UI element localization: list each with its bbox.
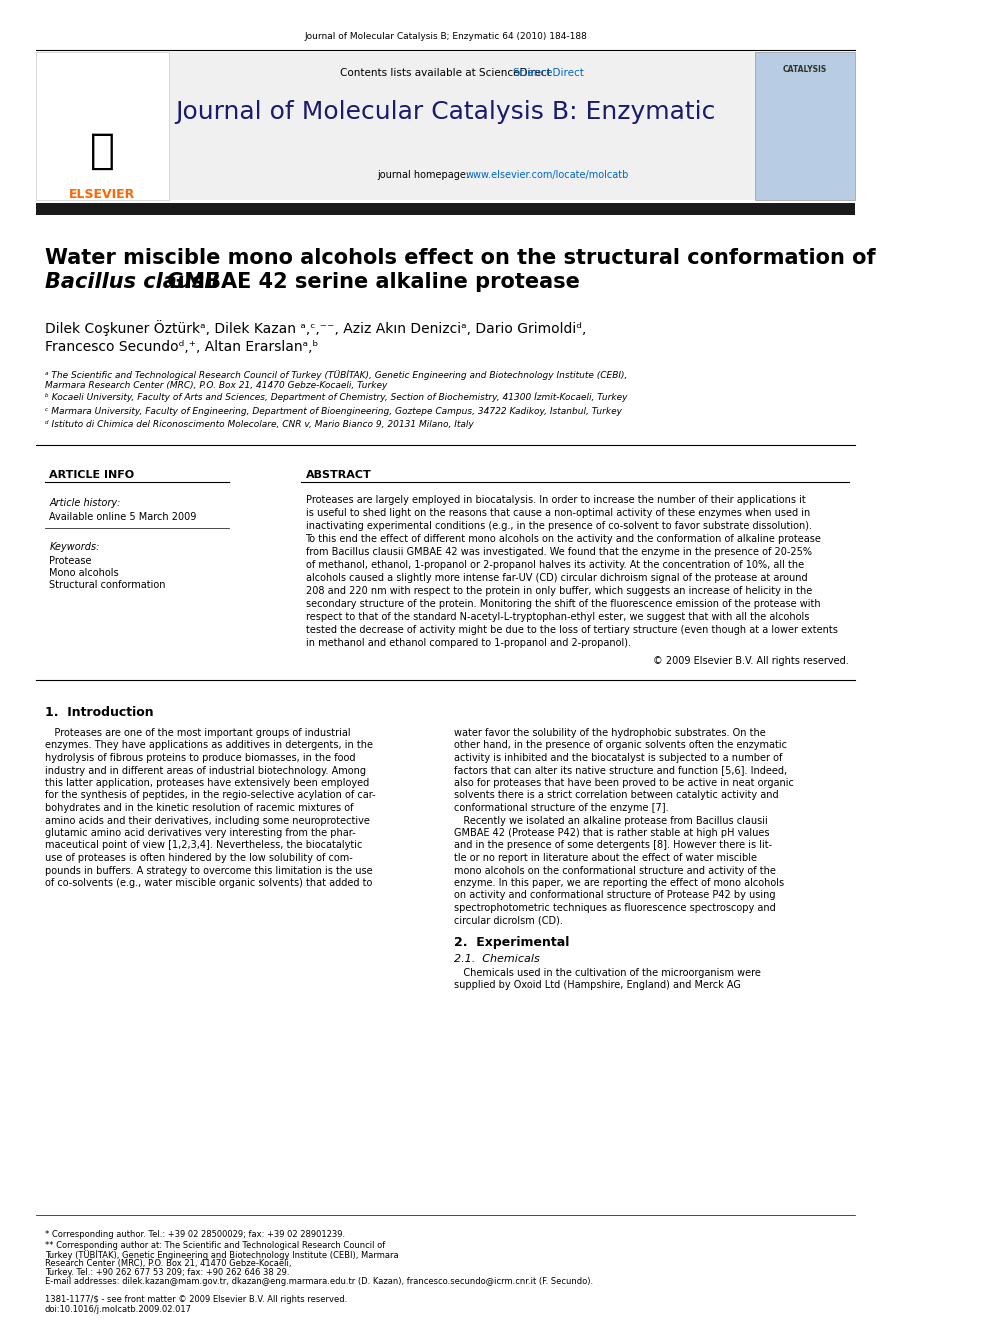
Text: Turkey (TÜBİTAK), Genetic Engineering and Biotechnology Institute (CEBI), Marmar: Turkey (TÜBİTAK), Genetic Engineering an… xyxy=(45,1250,399,1259)
Text: 1.  Introduction: 1. Introduction xyxy=(45,706,154,718)
Text: Turkey. Tel.: +90 262 677 53 209; fax: +90 262 646 38 29.: Turkey. Tel.: +90 262 677 53 209; fax: +… xyxy=(45,1267,290,1277)
Text: GMBAE 42 serine alkaline protease: GMBAE 42 serine alkaline protease xyxy=(160,273,580,292)
Text: amino acids and their derivatives, including some neuroprotective: amino acids and their derivatives, inclu… xyxy=(45,815,370,826)
Text: solvents there is a strict correlation between catalytic activity and: solvents there is a strict correlation b… xyxy=(453,791,779,800)
Text: enzymes. They have applications as additives in detergents, in the: enzymes. They have applications as addit… xyxy=(45,741,373,750)
Text: in methanol and ethanol compared to 1-propanol and 2-propanol).: in methanol and ethanol compared to 1-pr… xyxy=(306,638,631,648)
Text: this latter application, proteases have extensively been employed: this latter application, proteases have … xyxy=(45,778,369,789)
Text: ᵇ Kocaeli University, Faculty of Arts and Sciences, Department of Chemistry, Sec: ᵇ Kocaeli University, Faculty of Arts an… xyxy=(45,392,627,402)
Text: 208 and 220 nm with respect to the protein in only buffer, which suggests an inc: 208 and 220 nm with respect to the prote… xyxy=(306,586,811,595)
Text: conformational structure of the enzyme [7].: conformational structure of the enzyme [… xyxy=(453,803,669,814)
Text: glutamic amino acid derivatives very interesting from the phar-: glutamic amino acid derivatives very int… xyxy=(45,828,355,837)
Text: journal homepage:: journal homepage: xyxy=(377,169,472,180)
FancyBboxPatch shape xyxy=(36,52,808,200)
Text: spectrophotometric techniques as fluorescence spectroscopy and: spectrophotometric techniques as fluores… xyxy=(453,904,776,913)
Text: Chemicals used in the cultivation of the microorganism were: Chemicals used in the cultivation of the… xyxy=(453,968,761,978)
Text: Contents lists available at ScienceDirect: Contents lists available at ScienceDirec… xyxy=(340,67,552,78)
Text: for the synthesis of peptides, in the regio-selective acylation of car-: for the synthesis of peptides, in the re… xyxy=(45,791,376,800)
Text: Keywords:: Keywords: xyxy=(50,542,100,552)
Text: Mono alcohols: Mono alcohols xyxy=(50,568,119,578)
Text: GMBAE 42 (Protease P42) that is rather stable at high pH values: GMBAE 42 (Protease P42) that is rather s… xyxy=(453,828,770,837)
Text: 2.1.  Chemicals: 2.1. Chemicals xyxy=(453,954,540,964)
Text: hydrolysis of fibrous proteins to produce biomasses, in the food: hydrolysis of fibrous proteins to produc… xyxy=(45,753,355,763)
Text: enzyme. In this paper, we are reporting the effect of mono alcohols: enzyme. In this paper, we are reporting … xyxy=(453,878,784,888)
Text: ᵈ Istituto di Chimica del Riconoscimento Molecolare, CNR v, Mario Bianco 9, 2013: ᵈ Istituto di Chimica del Riconoscimento… xyxy=(45,419,474,429)
Text: Water miscible mono alcohols effect on the structural conformation of: Water miscible mono alcohols effect on t… xyxy=(45,247,876,269)
Text: Francesco Secundoᵈ,⁺, Altan Erarslanᵃ,ᵇ: Francesco Secundoᵈ,⁺, Altan Erarslanᵃ,ᵇ xyxy=(45,340,318,355)
Text: is useful to shed light on the reasons that cause a non-optimal activity of thes: is useful to shed light on the reasons t… xyxy=(306,508,809,519)
Text: from Bacillus clausii GMBAE 42 was investigated. We found that the enzyme in the: from Bacillus clausii GMBAE 42 was inves… xyxy=(306,546,811,557)
Text: tested the decrease of activity might be due to the loss of tertiary structure (: tested the decrease of activity might be… xyxy=(306,624,837,635)
Text: water favor the solubility of the hydrophobic substrates. On the: water favor the solubility of the hydrop… xyxy=(453,728,766,738)
Text: Available online 5 March 2009: Available online 5 March 2009 xyxy=(50,512,196,523)
Text: 🌳: 🌳 xyxy=(90,130,115,172)
Text: pounds in buffers. A strategy to overcome this limitation is the use: pounds in buffers. A strategy to overcom… xyxy=(45,865,373,876)
Text: ABSTRACT: ABSTRACT xyxy=(306,470,371,480)
Text: use of proteases is often hindered by the low solubility of com-: use of proteases is often hindered by th… xyxy=(45,853,353,863)
Text: * Corresponding author. Tel.: +39 02 28500029; fax: +39 02 28901239.: * Corresponding author. Tel.: +39 02 285… xyxy=(45,1230,345,1240)
Text: of methanol, ethanol, 1-propanol or 2-propanol halves its activity. At the conce: of methanol, ethanol, 1-propanol or 2-pr… xyxy=(306,560,804,570)
Text: also for proteases that have been proved to be active in neat organic: also for proteases that have been proved… xyxy=(453,778,794,789)
Text: circular dicroIsm (CD).: circular dicroIsm (CD). xyxy=(453,916,562,926)
Text: doi:10.1016/j.molcatb.2009.02.017: doi:10.1016/j.molcatb.2009.02.017 xyxy=(45,1304,191,1314)
FancyBboxPatch shape xyxy=(36,202,855,216)
Text: Protease: Protease xyxy=(50,556,92,566)
Text: ᵃ The Scientific and Technological Research Council of Turkey (TÜBİTAK), Genetic: ᵃ The Scientific and Technological Resea… xyxy=(45,370,627,390)
Text: Article history:: Article history: xyxy=(50,497,121,508)
Text: ARTICLE INFO: ARTICLE INFO xyxy=(50,470,135,480)
Text: ᶜ Marmara University, Faculty of Engineering, Department of Bioengineering, Gozt: ᶜ Marmara University, Faculty of Enginee… xyxy=(45,407,622,415)
Text: 1381-1177/$ - see front matter © 2009 Elsevier B.V. All rights reserved.: 1381-1177/$ - see front matter © 2009 El… xyxy=(45,1295,347,1304)
Text: Research Center (MRC), P.O. Box 21, 41470 Gebze-Kocaeli,: Research Center (MRC), P.O. Box 21, 4147… xyxy=(45,1259,292,1267)
Text: ScienceDirect: ScienceDirect xyxy=(512,67,584,78)
FancyBboxPatch shape xyxy=(36,52,169,200)
Text: Dilek Coşkuner Öztürkᵃ, Dilek Kazan ᵃ,ᶜ,⁻⁻, Aziz Akın Denizciᵃ, Dario Grimoldiᵈ,: Dilek Coşkuner Öztürkᵃ, Dilek Kazan ᵃ,ᶜ,… xyxy=(45,320,586,336)
Text: www.elsevier.com/locate/molcatb: www.elsevier.com/locate/molcatb xyxy=(465,169,629,180)
Text: factors that can alter its native structure and function [5,6]. Indeed,: factors that can alter its native struct… xyxy=(453,766,787,775)
Text: Structural conformation: Structural conformation xyxy=(50,579,166,590)
Text: maceutical point of view [1,2,3,4]. Nevertheless, the biocatalytic: maceutical point of view [1,2,3,4]. Neve… xyxy=(45,840,362,851)
Text: Journal of Molecular Catalysis B: Enzymatic: Journal of Molecular Catalysis B: Enzyma… xyxy=(176,101,716,124)
Text: on activity and conformational structure of Protease P42 by using: on activity and conformational structure… xyxy=(453,890,776,901)
Text: © 2009 Elsevier B.V. All rights reserved.: © 2009 Elsevier B.V. All rights reserved… xyxy=(654,656,849,665)
Text: Proteases are one of the most important groups of industrial: Proteases are one of the most important … xyxy=(45,728,350,738)
Text: To this end the effect of different mono alcohols on the activity and the confor: To this end the effect of different mono… xyxy=(306,534,821,544)
Text: industry and in different areas of industrial biotechnology. Among: industry and in different areas of indus… xyxy=(45,766,366,775)
Text: respect to that of the standard N-acetyl-L-tryptophan-ethyl ester, we suggest th: respect to that of the standard N-acetyl… xyxy=(306,613,808,622)
Text: mono alcohols on the conformational structure and activity of the: mono alcohols on the conformational stru… xyxy=(453,865,776,876)
Text: inactivating experimental conditions (e.g., in the presence of co-solvent to fav: inactivating experimental conditions (e.… xyxy=(306,521,811,531)
Text: ** Corresponding author at: The Scientific and Technological Research Council of: ** Corresponding author at: The Scientif… xyxy=(45,1241,385,1250)
FancyBboxPatch shape xyxy=(755,52,855,200)
Text: tle or no report in literature about the effect of water miscible: tle or no report in literature about the… xyxy=(453,853,757,863)
Text: bohydrates and in the kinetic resolution of racemic mixtures of: bohydrates and in the kinetic resolution… xyxy=(45,803,353,814)
Text: Journal of Molecular Catalysis B; Enzymatic 64 (2010) 184-188: Journal of Molecular Catalysis B; Enzyma… xyxy=(305,32,587,41)
Text: and in the presence of some detergents [8]. However there is lit-: and in the presence of some detergents [… xyxy=(453,840,772,851)
Text: activity is inhibited and the biocatalyst is subjected to a number of: activity is inhibited and the biocatalys… xyxy=(453,753,782,763)
Text: alcohols caused a slightly more intense far-UV (CD) circular dichroism signal of: alcohols caused a slightly more intense … xyxy=(306,573,807,583)
Text: supplied by Oxoid Ltd (Hampshire, England) and Merck AG: supplied by Oxoid Ltd (Hampshire, Englan… xyxy=(453,980,741,990)
Text: CATALYSIS: CATALYSIS xyxy=(783,65,827,74)
Text: Recently we isolated an alkaline protease from Bacillus clausii: Recently we isolated an alkaline proteas… xyxy=(453,815,768,826)
Text: 2.  Experimental: 2. Experimental xyxy=(453,935,569,949)
Text: of co-solvents (e.g., water miscible organic solvents) that added to: of co-solvents (e.g., water miscible org… xyxy=(45,878,372,888)
Text: secondary structure of the protein. Monitoring the shift of the fluorescence emi: secondary structure of the protein. Moni… xyxy=(306,599,820,609)
Text: Bacillus clausii: Bacillus clausii xyxy=(45,273,218,292)
Text: E-mail addresses: dilek.kazan@mam.gov.tr, dkazan@eng.marmara.edu.tr (D. Kazan), : E-mail addresses: dilek.kazan@mam.gov.tr… xyxy=(45,1277,593,1286)
Text: Proteases are largely employed in biocatalysis. In order to increase the number : Proteases are largely employed in biocat… xyxy=(306,495,806,505)
Text: other hand, in the presence of organic solvents often the enzymatic: other hand, in the presence of organic s… xyxy=(453,741,787,750)
Text: ELSEVIER: ELSEVIER xyxy=(69,188,136,201)
